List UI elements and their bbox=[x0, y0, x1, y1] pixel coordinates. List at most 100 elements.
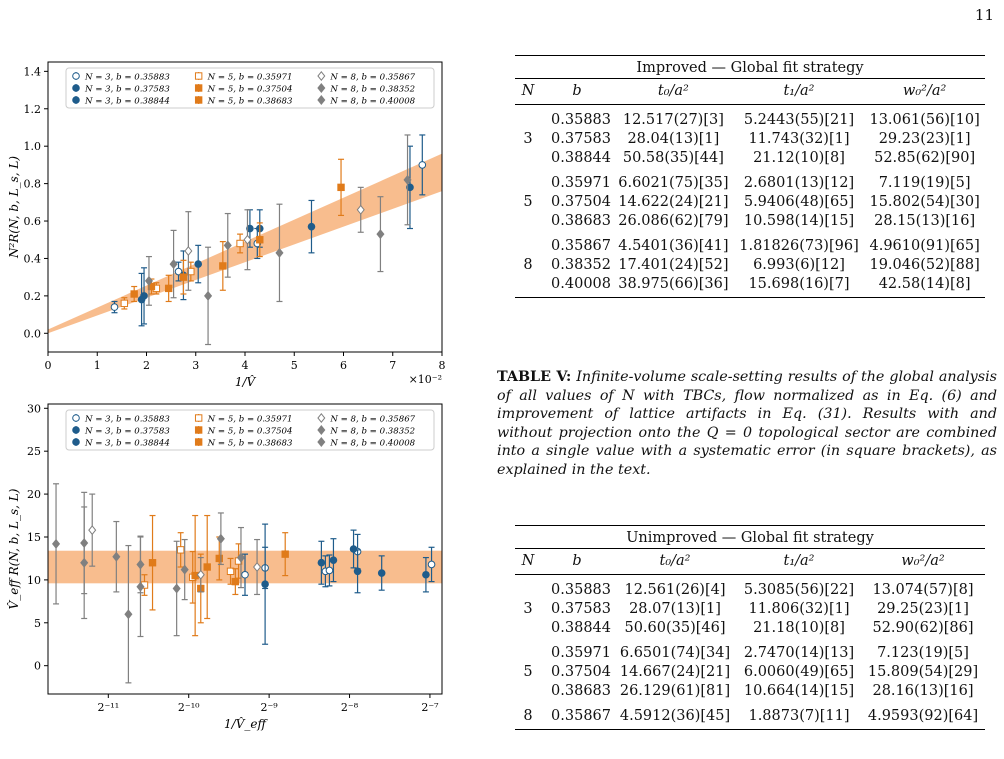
legend-marker bbox=[194, 96, 203, 104]
cell-w0: 4.9593(92)[64] bbox=[861, 701, 985, 730]
cell-w0: 7.119(19)[5] bbox=[878, 175, 971, 191]
legend: N = 3, b = 0.35883 N = 5, b = 0.35971 N = … bbox=[65, 67, 435, 109]
cell-t1: 1.8873(7)[11] bbox=[737, 701, 861, 730]
data-point bbox=[172, 583, 181, 594]
cell-t0: 50.58(35)[44] bbox=[622, 150, 724, 166]
legend-entry: N = 3, b = 0.37583 bbox=[84, 85, 170, 95]
data-point bbox=[124, 609, 133, 620]
cell-t1: 15.698(16)[7] bbox=[733, 275, 865, 298]
y-tick-label: 10 bbox=[27, 574, 41, 587]
legend-entry: N = 5, b = 0.35971 bbox=[207, 73, 293, 83]
cell-n: 3 bbox=[523, 131, 533, 147]
table-row: 0.35883 12.517(27)[3] 5.2443(55)[21] 13.061… bbox=[515, 105, 985, 131]
cell-t1: 11.806(32)[1] bbox=[748, 601, 850, 617]
y-tick-label: 1.2 bbox=[24, 103, 42, 116]
cell-b: 0.38844 bbox=[551, 150, 611, 166]
cell-t1: 5.3085(56)[22] bbox=[743, 582, 855, 598]
data-point bbox=[187, 267, 195, 276]
legend-entry: N = 8, b = 0.38352 bbox=[329, 427, 415, 437]
cell-n bbox=[515, 275, 541, 298]
legend-marker bbox=[72, 72, 80, 80]
cell-b: 0.35971 bbox=[551, 175, 611, 191]
table-title: Unimproved — Global fit strategy bbox=[515, 525, 985, 549]
legend-marker bbox=[72, 438, 80, 446]
data-point bbox=[325, 566, 334, 575]
legend-marker bbox=[317, 83, 326, 93]
caption-text: Infinite-volume scale-setting results of… bbox=[497, 369, 997, 478]
cell-t1: 5.2443(55)[21] bbox=[743, 112, 855, 128]
column-header: N bbox=[515, 548, 541, 575]
table-row: 3 0.37583 28.07(13)[1] 11.806(32)[1] 29.25(2… bbox=[515, 600, 985, 619]
cell-b: 0.37583 bbox=[551, 601, 611, 617]
cell-t0: 6.6501(74)[34] bbox=[619, 645, 731, 661]
data-point bbox=[194, 260, 203, 268]
cell-t1: 1.81826(73)[96] bbox=[739, 238, 859, 254]
y-tick-label: 20 bbox=[27, 488, 41, 501]
data-point bbox=[231, 577, 240, 586]
cell-t1: 6.993(6)[12] bbox=[753, 257, 845, 273]
data-point bbox=[112, 551, 121, 562]
data-point bbox=[253, 562, 262, 573]
data-point bbox=[176, 546, 185, 554]
cell-t1: 21.12(10)[8] bbox=[753, 150, 845, 166]
cell-t0: 14.667(24)[21] bbox=[619, 664, 731, 680]
data-point bbox=[243, 234, 252, 245]
legend-marker bbox=[72, 426, 80, 434]
x-tick-label: 2 bbox=[143, 359, 150, 372]
x-tick-label: 1 bbox=[94, 359, 101, 372]
cell-t1: 10.598(14)[15] bbox=[743, 213, 855, 229]
legend-entry: N = 3, b = 0.38844 bbox=[84, 97, 170, 107]
cell-n bbox=[515, 212, 541, 231]
data-point bbox=[261, 580, 269, 588]
x-tick-label: 6 bbox=[340, 359, 347, 372]
cell-t1: 6.0060(49)[65] bbox=[743, 664, 855, 680]
cell-b: 0.35883 bbox=[551, 582, 611, 598]
cell-w0: 13.074(57)[8] bbox=[872, 582, 974, 598]
data-point bbox=[130, 290, 138, 298]
data-point bbox=[120, 299, 129, 308]
data-point bbox=[337, 183, 345, 192]
legend-entry: N = 3, b = 0.35883 bbox=[84, 415, 170, 425]
table-row: 8 0.35867 4.5912(36)[45] 1.8873(7)[11] 4.959… bbox=[515, 701, 985, 730]
data-point bbox=[226, 567, 235, 576]
x-tick-label: 2⁻¹¹ bbox=[97, 701, 119, 714]
scaling-plot-effective-volume: 0 5 10 15 20 25 30 2⁻¹¹ 2⁻¹⁰ 2⁻⁹ 2⁻⁸ 2⁻⁷ 1/V̂_eff V̂_… bbox=[0, 392, 470, 752]
legend-marker bbox=[317, 95, 326, 105]
table-row: 0.35867 4.5401(36)[41] 1.81826(73)[96] 4.96… bbox=[515, 231, 985, 256]
data-point bbox=[174, 267, 183, 276]
cell-t1: 10.664(14)[15] bbox=[743, 683, 855, 699]
data-point bbox=[317, 558, 326, 567]
table-title: Improved — Global fit strategy bbox=[515, 55, 985, 79]
table-caption: TABLE V: Infinite-volume scale-setting r… bbox=[497, 368, 997, 479]
data-point bbox=[144, 275, 154, 286]
x-tick-label: 2⁻⁹ bbox=[261, 701, 279, 714]
legend-entry: N = 8, b = 0.35867 bbox=[329, 415, 415, 425]
legend-marker bbox=[194, 414, 203, 422]
data-point bbox=[203, 563, 211, 571]
data-point bbox=[256, 236, 264, 244]
data-point bbox=[184, 245, 193, 256]
table-row: 0.38683 26.129(61)[81] 10.664(14)[15] 28.16… bbox=[515, 682, 985, 701]
cell-n: 8 bbox=[515, 701, 541, 730]
cell-n bbox=[515, 231, 541, 256]
cell-w0: 29.25(23)[1] bbox=[877, 601, 969, 617]
data-point bbox=[204, 290, 213, 301]
data-point bbox=[191, 571, 199, 580]
data-point bbox=[169, 259, 178, 270]
cell-w0: 42.58(14)[8] bbox=[864, 275, 985, 298]
table-row: 5 0.37504 14.622(24)[21] 5.9406(48)[65] 15.8… bbox=[515, 193, 985, 212]
cell-w0: 13.061(56)[10] bbox=[869, 112, 980, 128]
legend-box bbox=[65, 409, 435, 451]
y-tick-label: 25 bbox=[27, 445, 41, 458]
legend-box bbox=[65, 67, 435, 109]
legend-entry: N = 3, b = 0.38844 bbox=[84, 439, 170, 449]
cell-w0: 52.85(62)[90] bbox=[874, 150, 976, 166]
cell-n: 5 bbox=[523, 664, 533, 680]
cell-t1: 5.9406(48)[65] bbox=[743, 194, 855, 210]
legend-marker bbox=[194, 438, 203, 446]
data-point bbox=[349, 545, 358, 553]
x-tick-label: 0 bbox=[45, 359, 52, 372]
data-point bbox=[329, 556, 338, 564]
x-tick-label: 8 bbox=[439, 359, 446, 372]
